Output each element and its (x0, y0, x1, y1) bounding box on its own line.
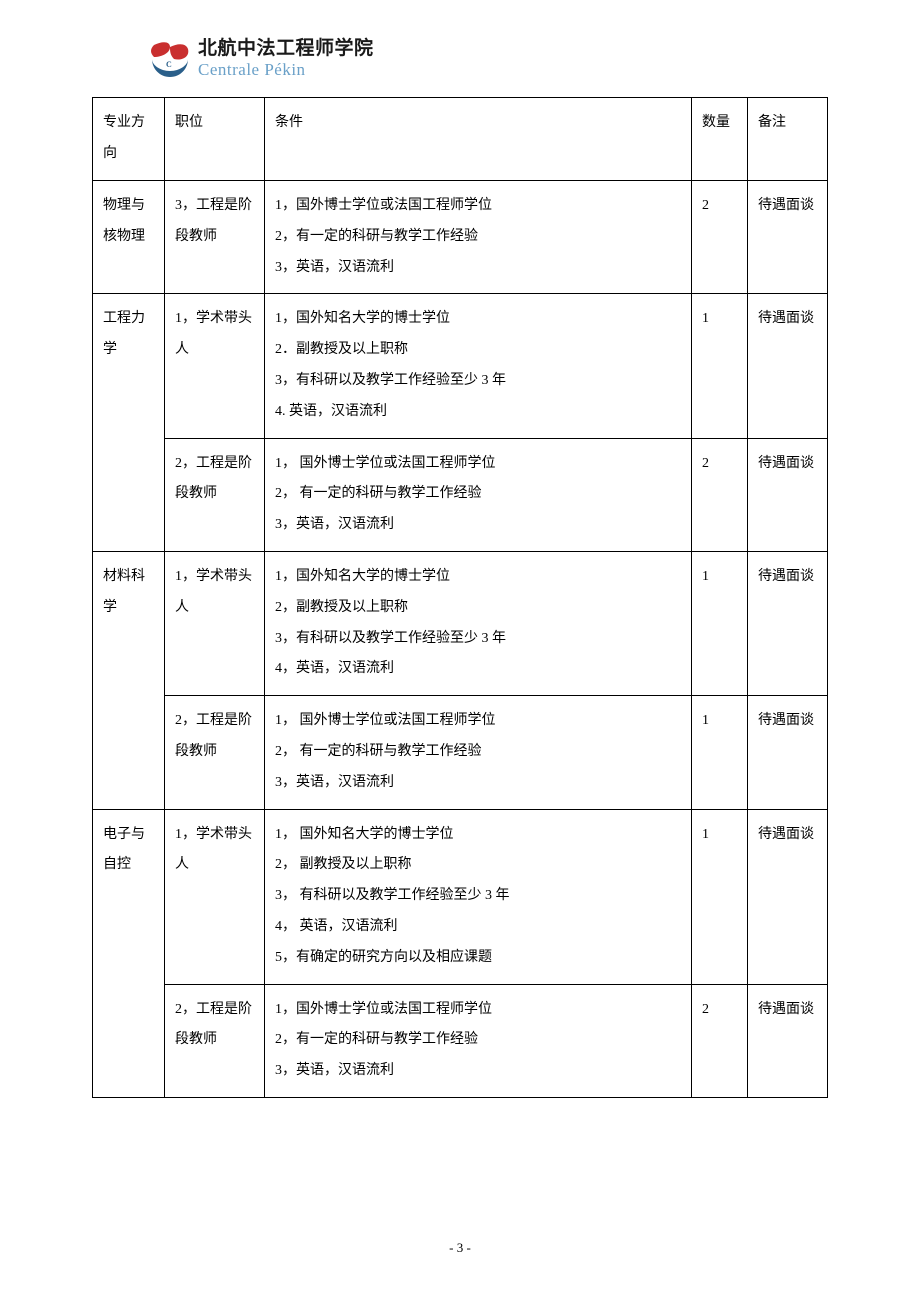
table-row: 2，工程是阶段教师1，国外博士学位或法国工程师学位 2，有一定的科研与教学工作经… (93, 984, 828, 1097)
cell-quantity: 1 (692, 551, 748, 695)
logo-name-en: Centrale Pékin (198, 60, 374, 80)
th-note: 备注 (748, 98, 828, 181)
cell-quantity: 2 (692, 180, 748, 293)
page-footer: - 3 - (0, 1240, 920, 1256)
table-row: 电子与自控1，学术带头人1， 国外知名大学的博士学位 2， 副教授及以上职称 3… (93, 809, 828, 984)
cell-quantity: 1 (692, 809, 748, 984)
cell-conditions: 1， 国外知名大学的博士学位 2， 副教授及以上职称 3， 有科研以及教学工作经… (265, 809, 692, 984)
cell-major: 材料科学 (93, 551, 165, 809)
cell-major: 工程力学 (93, 294, 165, 552)
recruitment-table: 专业方向 职位 条件 数量 备注 物理与核物理3，工程是阶段教师1，国外博士学位… (92, 97, 828, 1098)
th-position: 职位 (165, 98, 265, 181)
cell-note: 待遇面谈 (748, 696, 828, 809)
page-number: - 3 - (449, 1240, 471, 1255)
cell-position: 2，工程是阶段教师 (165, 438, 265, 551)
th-quantity: 数量 (692, 98, 748, 181)
table-row: 材料科学1，学术带头人1，国外知名大学的博士学位 2，副教授及以上职称 3，有科… (93, 551, 828, 695)
table-row: 物理与核物理3，工程是阶段教师1，国外博士学位或法国工程师学位 2，有一定的科研… (93, 180, 828, 293)
table-body: 物理与核物理3，工程是阶段教师1，国外博士学位或法国工程师学位 2，有一定的科研… (93, 180, 828, 1097)
cell-note: 待遇面谈 (748, 438, 828, 551)
cell-quantity: 1 (692, 294, 748, 438)
th-conditions: 条件 (265, 98, 692, 181)
cell-note: 待遇面谈 (748, 551, 828, 695)
cell-position: 2，工程是阶段教师 (165, 984, 265, 1097)
logo-text-block: 北航中法工程师学院 Centrale Pékin (198, 38, 374, 79)
svg-text:C: C (166, 60, 172, 69)
cell-quantity: 1 (692, 696, 748, 809)
cell-note: 待遇面谈 (748, 984, 828, 1097)
cell-position: 1，学术带头人 (165, 809, 265, 984)
cell-position: 1，学术带头人 (165, 294, 265, 438)
cell-conditions: 1， 国外博士学位或法国工程师学位 2， 有一定的科研与教学工作经验 3，英语，… (265, 438, 692, 551)
cell-conditions: 1，国外知名大学的博士学位 2．副教授及以上职称 3，有科研以及教学工作经验至少… (265, 294, 692, 438)
cell-major: 电子与自控 (93, 809, 165, 1097)
cell-position: 3，工程是阶段教师 (165, 180, 265, 293)
cell-conditions: 1， 国外博士学位或法国工程师学位 2， 有一定的科研与教学工作经验 3，英语，… (265, 696, 692, 809)
table-row: 工程力学1，学术带头人1，国外知名大学的博士学位 2．副教授及以上职称 3，有科… (93, 294, 828, 438)
cell-position: 1，学术带头人 (165, 551, 265, 695)
logo-name-cn: 北航中法工程师学院 (198, 38, 374, 60)
cell-note: 待遇面谈 (748, 294, 828, 438)
cell-quantity: 2 (692, 438, 748, 551)
cell-conditions: 1，国外博士学位或法国工程师学位 2，有一定的科研与教学工作经验 3，英语，汉语… (265, 180, 692, 293)
logo-icon: C (148, 39, 192, 79)
cell-conditions: 1，国外知名大学的博士学位 2，副教授及以上职称 3，有科研以及教学工作经验至少… (265, 551, 692, 695)
cell-note: 待遇面谈 (748, 809, 828, 984)
th-major: 专业方向 (93, 98, 165, 181)
cell-position: 2，工程是阶段教师 (165, 696, 265, 809)
table-header-row: 专业方向 职位 条件 数量 备注 (93, 98, 828, 181)
cell-quantity: 2 (692, 984, 748, 1097)
table-row: 2，工程是阶段教师1， 国外博士学位或法国工程师学位 2， 有一定的科研与教学工… (93, 438, 828, 551)
cell-note: 待遇面谈 (748, 180, 828, 293)
cell-conditions: 1，国外博士学位或法国工程师学位 2，有一定的科研与教学工作经验 3，英语，汉语… (265, 984, 692, 1097)
logo-header: C 北航中法工程师学院 Centrale Pékin (148, 38, 828, 79)
table-row: 2，工程是阶段教师1， 国外博士学位或法国工程师学位 2， 有一定的科研与教学工… (93, 696, 828, 809)
cell-major: 物理与核物理 (93, 180, 165, 293)
